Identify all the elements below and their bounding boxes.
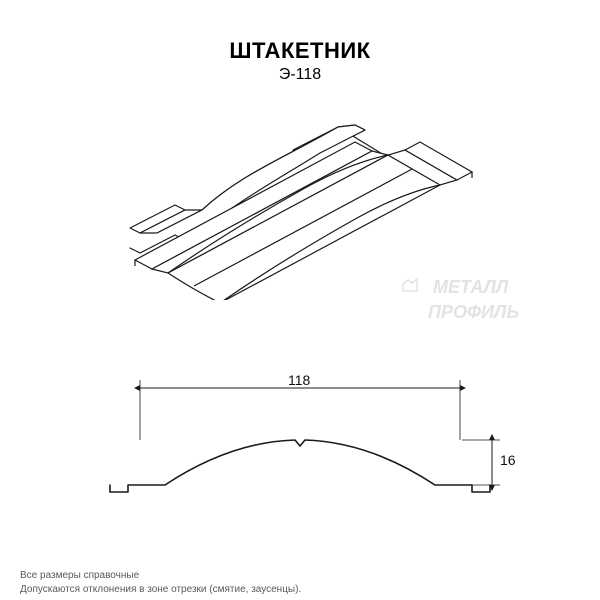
product-model: Э-118 [0,66,600,84]
footnote-line-1: Все размеры справочные [20,570,139,581]
watermark-line2: ПРОФИЛЬ [428,302,519,322]
footnote-line-2: Допускаются отклонения в зоне отрезки (с… [20,584,301,595]
dimension-width-label: 118 [288,372,310,388]
product-spec-sheet: { "title": { "text": "ШТАКЕТНИК", "fonts… [0,0,600,600]
cross-section-view [80,370,520,520]
product-title: ШТАКЕТНИК [0,38,600,64]
dimension-height-label: 16 [500,452,516,468]
isometric-view [120,110,480,300]
